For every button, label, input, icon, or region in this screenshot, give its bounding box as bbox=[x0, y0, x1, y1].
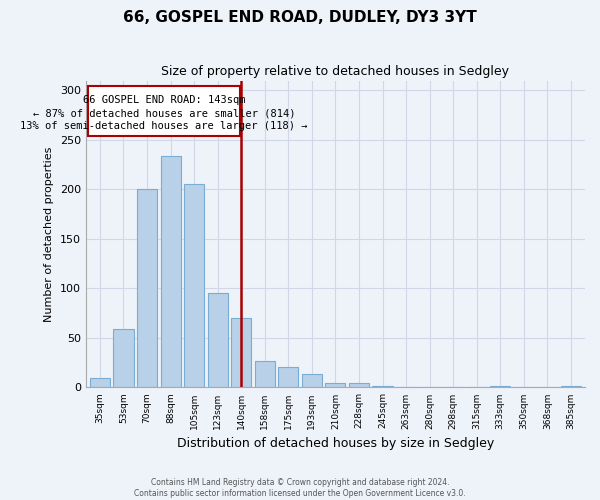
Text: ← 87% of detached houses are smaller (814): ← 87% of detached houses are smaller (81… bbox=[33, 108, 295, 118]
Text: 66 GOSPEL END ROAD: 143sqm: 66 GOSPEL END ROAD: 143sqm bbox=[83, 96, 245, 106]
FancyBboxPatch shape bbox=[88, 86, 240, 136]
Bar bbox=[161, 156, 181, 388]
Text: 13% of semi-detached houses are larger (118) →: 13% of semi-detached houses are larger (… bbox=[20, 121, 308, 131]
Title: Size of property relative to detached houses in Sedgley: Size of property relative to detached ho… bbox=[161, 65, 509, 78]
Bar bbox=[561, 386, 581, 388]
Text: 66, GOSPEL END ROAD, DUDLEY, DY3 3YT: 66, GOSPEL END ROAD, DUDLEY, DY3 3YT bbox=[123, 10, 477, 25]
Bar bbox=[349, 384, 369, 388]
Bar bbox=[90, 378, 110, 388]
X-axis label: Distribution of detached houses by size in Sedgley: Distribution of detached houses by size … bbox=[177, 437, 494, 450]
Bar bbox=[302, 374, 322, 388]
Bar bbox=[255, 360, 275, 388]
Y-axis label: Number of detached properties: Number of detached properties bbox=[44, 146, 54, 322]
Bar bbox=[278, 366, 298, 388]
Text: Contains HM Land Registry data © Crown copyright and database right 2024.
Contai: Contains HM Land Registry data © Crown c… bbox=[134, 478, 466, 498]
Bar bbox=[137, 190, 157, 388]
Bar bbox=[490, 386, 510, 388]
Bar bbox=[184, 184, 204, 388]
Bar bbox=[113, 329, 134, 388]
Bar bbox=[373, 386, 392, 388]
Bar bbox=[208, 294, 227, 388]
Bar bbox=[231, 318, 251, 388]
Bar bbox=[325, 384, 346, 388]
